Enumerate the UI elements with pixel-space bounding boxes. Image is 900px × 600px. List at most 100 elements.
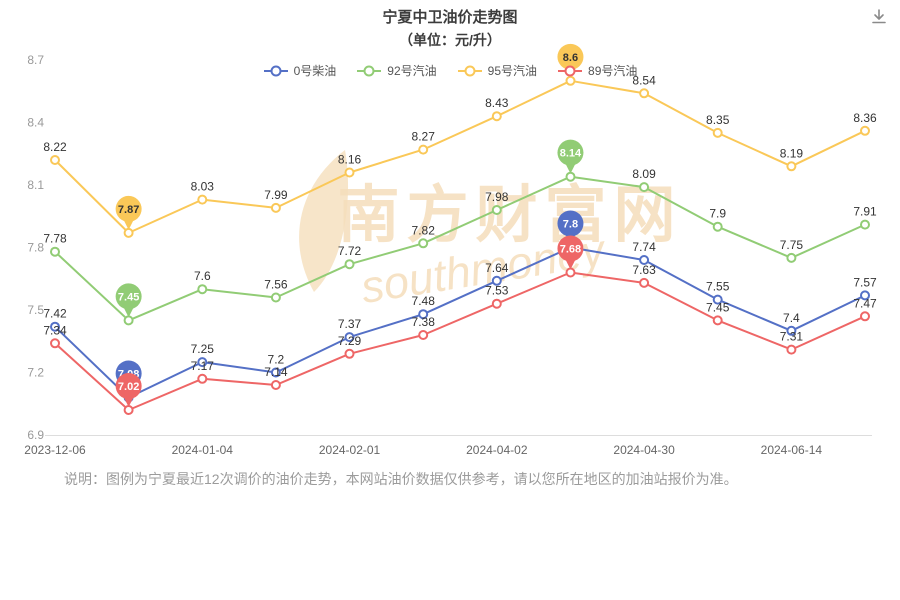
- data-point-95号汽油[interactable]: [786, 161, 797, 172]
- data-point-0号柴油[interactable]: [344, 332, 355, 343]
- data-label: 8.16: [338, 153, 362, 167]
- balloon-marker-89号汽油[interactable]: [557, 235, 584, 262]
- legend-item-95号汽油[interactable]: 95号汽油: [457, 62, 537, 79]
- x-axis-label: 2024-02-01: [319, 443, 381, 457]
- data-point-92号汽油[interactable]: [123, 315, 134, 326]
- data-point-89号汽油[interactable]: [639, 277, 650, 288]
- disclaimer-note: 说明：图例为宁夏最近12次调价的油价走势，本网站油价数据仅供参考，请以您所在地区…: [64, 471, 738, 487]
- balloon-marker-0号柴油[interactable]: [557, 210, 584, 237]
- data-point-89号汽油[interactable]: [712, 315, 723, 326]
- data-label: 7.47: [853, 296, 877, 310]
- data-point-89号汽油[interactable]: [270, 380, 281, 390]
- data-point-92号汽油[interactable]: [270, 292, 281, 303]
- data-point-95号汽油[interactable]: [123, 227, 134, 238]
- data-label: 7.48: [412, 294, 436, 308]
- x-axis-label: 2024-04-02: [466, 443, 528, 457]
- data-point-95号汽油[interactable]: [197, 194, 208, 205]
- data-point-89号汽油[interactable]: [418, 330, 429, 340]
- data-point-89号汽油[interactable]: [786, 344, 797, 355]
- data-point-95号汽油[interactable]: [418, 144, 429, 155]
- data-point-89号汽油[interactable]: [123, 405, 134, 415]
- legend-marker-icon: [558, 65, 583, 76]
- download-icon: [872, 9, 886, 24]
- data-label: 7.45: [706, 300, 730, 314]
- data-point-0号柴油[interactable]: [418, 309, 429, 320]
- legend-marker-icon: [357, 65, 382, 76]
- data-point-92号汽油[interactable]: [712, 221, 723, 232]
- data-point-95号汽油[interactable]: [50, 155, 60, 165]
- y-axis-label: 7.2: [27, 366, 44, 380]
- data-point-0号柴油[interactable]: [270, 367, 281, 378]
- data-label: 7.9: [709, 207, 726, 221]
- balloon-marker-95号汽油[interactable]: [115, 195, 142, 222]
- data-point-89号汽油[interactable]: [565, 267, 576, 278]
- data-point-92号汽油[interactable]: [418, 238, 429, 249]
- data-label: 7.72: [338, 244, 362, 258]
- data-label: 7.57: [853, 275, 877, 289]
- data-label: 8.19: [780, 146, 804, 160]
- watermark-text: 南方财富网: [337, 181, 682, 250]
- balloon-value: 7.68: [560, 244, 581, 256]
- download-button[interactable]: [870, 8, 888, 31]
- legend-label: 0号柴油: [293, 64, 337, 78]
- data-point-0号柴油[interactable]: [491, 275, 502, 286]
- data-point-0号柴油[interactable]: [639, 255, 650, 265]
- x-axis-label: 2024-04-30: [613, 443, 675, 457]
- y-axis-label: 8.4: [27, 116, 44, 130]
- data-point-92号汽油[interactable]: [639, 182, 650, 193]
- data-point-89号汽油[interactable]: [344, 348, 355, 359]
- data-label: 7.82: [412, 223, 436, 237]
- data-label: 8.43: [485, 96, 509, 110]
- balloon-value: 8.14: [560, 148, 582, 160]
- data-point-95号汽油[interactable]: [270, 202, 281, 213]
- data-label: 7.34: [43, 323, 67, 337]
- data-label: 7.64: [485, 261, 509, 275]
- data-point-0号柴油[interactable]: [712, 294, 723, 305]
- legend-item-0号柴油[interactable]: 0号柴油: [263, 62, 337, 79]
- data-point-89号汽油[interactable]: [491, 298, 502, 309]
- y-axis-label: 8.1: [27, 178, 44, 192]
- data-point-95号汽油[interactable]: [712, 127, 723, 138]
- legend-label: 89号汽油: [588, 64, 638, 78]
- data-point-0号柴油[interactable]: [860, 290, 870, 301]
- data-point-92号汽油[interactable]: [491, 205, 502, 215]
- data-label: 7.74: [632, 240, 656, 254]
- line-89号汽油: [54, 271, 866, 411]
- data-point-92号汽油[interactable]: [565, 171, 576, 182]
- data-point-92号汽油[interactable]: [860, 219, 870, 230]
- data-point-95号汽油[interactable]: [860, 125, 870, 136]
- data-label: 7.17: [191, 359, 215, 373]
- data-point-0号柴油[interactable]: [50, 321, 60, 332]
- data-point-92号汽油[interactable]: [786, 252, 797, 263]
- data-label: 8.03: [191, 180, 215, 194]
- y-axis-label: 6.9: [27, 428, 44, 442]
- balloon-marker-95号汽油[interactable]: [557, 43, 584, 70]
- data-point-92号汽油[interactable]: [344, 259, 355, 270]
- unit-label: （单位：元/升）: [399, 32, 501, 48]
- legend-item-89号汽油[interactable]: 89号汽油: [557, 62, 637, 79]
- data-point-92号汽油[interactable]: [197, 284, 208, 295]
- legend-item-92号汽油[interactable]: 92号汽油: [356, 62, 437, 79]
- balloon-marker-92号汽油[interactable]: [115, 283, 142, 310]
- page-title: 宁夏中卫油价走势图: [382, 9, 518, 26]
- balloon-marker-92号汽油[interactable]: [557, 139, 584, 166]
- data-point-89号汽油[interactable]: [197, 373, 208, 384]
- data-label: 7.91: [853, 205, 877, 219]
- data-point-95号汽油[interactable]: [344, 167, 355, 178]
- data-label: 7.6: [194, 269, 211, 283]
- balloon-marker-89号汽油[interactable]: [115, 373, 142, 399]
- data-label: 7.56: [264, 278, 288, 292]
- data-point-0号柴油[interactable]: [197, 357, 208, 368]
- balloon-value: 7.45: [118, 291, 139, 303]
- data-point-95号汽油[interactable]: [639, 88, 650, 99]
- data-point-92号汽油[interactable]: [50, 246, 60, 257]
- data-label: 7.75: [780, 238, 804, 252]
- data-point-95号汽油[interactable]: [491, 111, 502, 122]
- data-label: 7.29: [338, 334, 362, 348]
- data-point-0号柴油[interactable]: [786, 325, 797, 336]
- data-point-89号汽油[interactable]: [50, 338, 60, 349]
- data-label: 8.36: [853, 111, 877, 125]
- legend-marker-icon: [457, 65, 482, 76]
- data-point-89号汽油[interactable]: [860, 311, 870, 322]
- balloon-value: 8.6: [563, 52, 578, 64]
